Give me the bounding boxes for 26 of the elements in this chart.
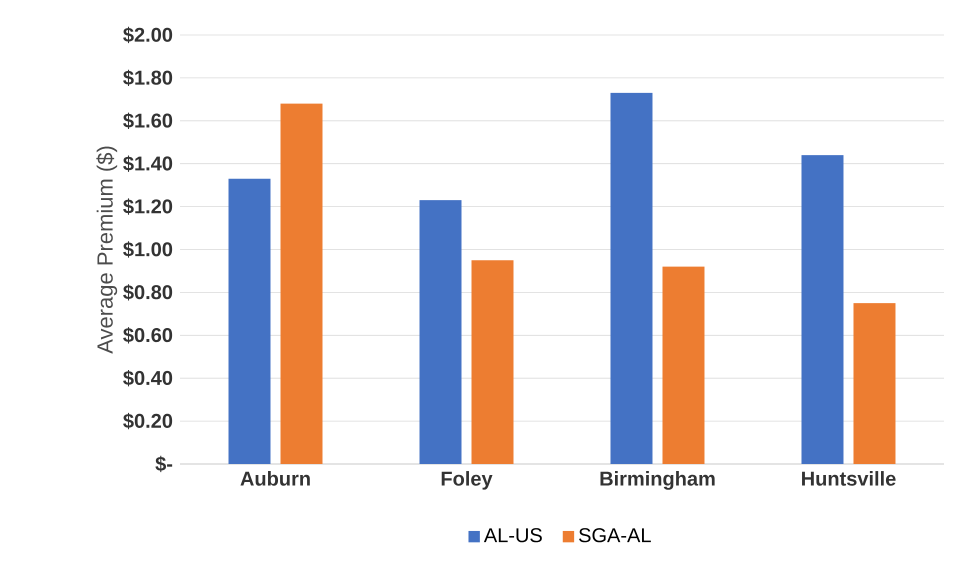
x-tick-label: Birmingham <box>600 471 715 490</box>
x-tick-label: Auburn <box>240 471 310 486</box>
bar <box>662 266 704 464</box>
y-tick-label: $1.60 <box>123 112 172 129</box>
y-tick-label: $0.80 <box>123 284 172 301</box>
x-tick-label: Huntsville <box>802 471 896 486</box>
bar <box>472 260 514 464</box>
y-tick-label: $2.00 <box>123 26 172 44</box>
bar <box>420 200 462 464</box>
y-axis-title: Average Premium ($) <box>96 146 118 354</box>
bar <box>228 178 271 464</box>
y-tick-label: $1.80 <box>123 70 172 86</box>
y-tick-label: $0.20 <box>123 412 172 430</box>
y-tick-label: $1.00 <box>123 241 172 258</box>
y-tick-label: $1.20 <box>123 198 172 215</box>
legend-label: AL-US <box>484 528 542 542</box>
y-tick-label: $0.60 <box>123 327 172 344</box>
bar <box>853 303 896 464</box>
bar <box>801 155 844 464</box>
y-tick-label: $0.40 <box>123 370 172 386</box>
y-tick-label: $1.40 <box>123 156 172 172</box>
y-tick-label: $- <box>155 456 172 472</box>
bar <box>610 92 652 464</box>
x-tick-label: Foley <box>442 471 493 490</box>
legend-label: SGA-AL <box>579 528 651 542</box>
bar <box>280 104 323 464</box>
